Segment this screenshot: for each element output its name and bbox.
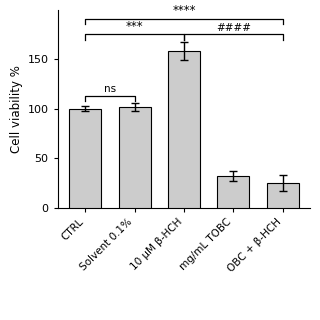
Bar [118,107,151,208]
Text: ns: ns [104,84,116,94]
Y-axis label: Cell viability %: Cell viability % [11,65,23,153]
Text: ####: #### [216,23,251,33]
Bar [168,51,200,208]
Bar [69,109,101,208]
Text: ****: **** [172,4,196,17]
Text: ***: *** [126,20,143,33]
Bar [267,183,299,208]
Bar [217,176,250,208]
